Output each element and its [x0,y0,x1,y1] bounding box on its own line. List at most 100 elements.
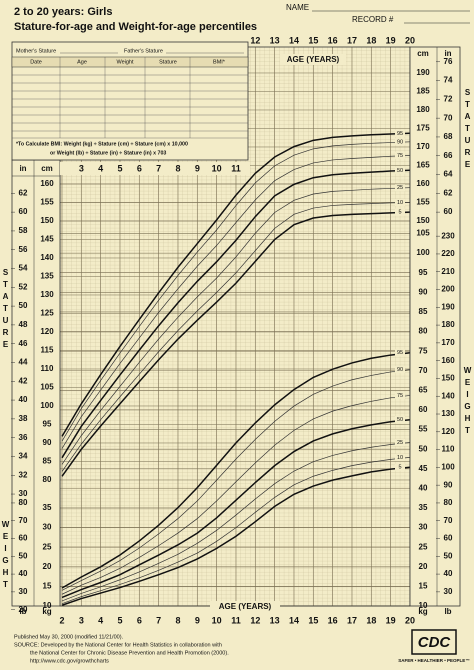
x-tick-label: 5 [117,615,122,625]
y-tick-label: 70 [444,516,453,525]
bmi-note: or Weight (lb) ÷ Stature (in) ÷ Stature … [50,150,166,156]
percentile-curve [61,187,411,465]
y-tick-label: 64 [444,170,453,179]
y-tick-label: 32 [19,470,28,479]
x-tick-label: 20 [405,35,415,45]
y-tick-label: 130 [40,290,54,299]
x-tick-label: 10 [212,615,222,625]
x-tick-label: 16 [328,35,338,45]
curve-label: 75 [397,393,403,399]
y-tick-label: 30 [43,523,52,532]
y-tick-label: 150 [40,216,54,225]
age-axis-title: AGE (YEARS) [219,602,272,611]
x-tick-label: 8 [175,615,180,625]
weight-axis-title: WEIGHT [463,366,472,438]
x-tick-label: 15 [308,615,318,625]
y-tick-label: 135 [40,272,54,281]
y-tick-label: 100 [441,462,455,471]
y-tick-label: 60 [419,405,428,414]
y-tick-label: 60 [19,534,28,543]
curve-label-bg [395,199,405,206]
y-tick-label: 48 [19,320,28,329]
curve-label: 10 [397,200,403,206]
bmi-note: *To Calculate BMI: Weight (kg) ÷ Stature… [16,141,188,147]
percentile-curve [61,211,411,477]
y-tick-label: 85 [419,307,428,316]
unit-label: lb [444,607,451,616]
y-tick-label: 45 [419,464,428,473]
y-tick-label: 52 [19,282,28,291]
y-tick-label: 40 [419,483,428,492]
y-tick-label: 40 [19,395,28,404]
curve-label-bg [395,129,405,137]
y-tick-label: 60 [444,534,453,543]
left-axis-column [11,159,61,607]
y-tick-label: 60 [19,207,28,216]
y-tick-label: 55 [419,425,428,434]
percentile-curve [61,169,411,459]
y-tick-label: 10 [43,601,52,610]
percentile-curve [61,395,411,595]
y-tick-label: 34 [19,452,28,461]
percentile-curve [61,132,411,437]
y-tick-label: 175 [416,124,430,133]
y-tick-label: 85 [43,457,52,466]
y-tick-label: 220 [441,249,455,258]
curve-label-bg [395,166,405,174]
y-tick-label: 80 [19,498,28,507]
curve-label-bg [395,138,405,146]
y-tick-label: 40 [444,569,453,578]
x-tick-label: 6 [137,615,142,625]
x-tick-label: 3 [79,615,84,625]
y-tick-label: 180 [416,105,430,114]
y-tick-label: 155 [40,198,54,207]
column-header: Age [77,59,87,65]
y-tick-label: 180 [441,320,455,329]
x-tick-label: 9 [195,615,200,625]
curve-label: 90 [397,367,403,373]
y-tick-label: 90 [419,287,428,296]
age-band [60,162,250,175]
x-tick-label: 11 [231,615,241,625]
y-tick-label: 160 [441,356,455,365]
y-tick-label: 42 [19,376,28,385]
footer-line: SOURCE: Developed by the National Center… [14,642,222,648]
footer-line: http://www.cdc.gov/growthcharts [30,658,109,664]
curve-label: 10 [397,455,403,461]
y-tick-label: 105 [416,229,430,238]
y-tick-label: 50 [19,301,28,310]
y-tick-label: 58 [19,226,28,235]
y-tick-label: 145 [40,235,54,244]
y-tick-label: 190 [441,302,455,311]
logo-box [411,629,457,655]
percentile-curve [61,202,411,472]
x-tick-label: 14 [289,35,299,45]
column-header: Stature [159,59,177,65]
y-tick-label: 120 [441,427,455,436]
curve-label: 95 [397,350,403,356]
curve-label: 50 [397,168,403,174]
y-tick-label: 25 [43,542,52,551]
mother-label: Mother's Stature [16,48,56,54]
unit-label: in [444,49,451,58]
y-tick-label: 70 [444,113,453,122]
y-tick-label: 115 [41,346,54,355]
father-label: Father's Stature [124,48,163,54]
x-tick-label: 14 [289,615,299,625]
y-tick-label: 36 [19,433,28,442]
y-tick-label: 20 [43,562,52,571]
y-tick-label: 90 [43,438,52,447]
y-tick-label: 20 [19,605,28,614]
x-tick-label: 3 [79,163,84,173]
y-tick-label: 90 [444,480,453,489]
percentile-curve [61,141,411,442]
measurement-form: Mother's Stature Father's Stature Date A… [11,41,249,161]
y-tick-label: 130 [441,409,455,418]
footer-line: Published May 30, 2000 (modified 11/21/0… [14,634,124,640]
x-tick-label: 19 [386,615,396,625]
y-tick-label: 150 [441,374,455,383]
y-tick-label: 125 [40,309,54,318]
form-rules [12,57,248,139]
curve-label: 5 [398,465,401,471]
y-tick-label: 38 [19,414,28,423]
